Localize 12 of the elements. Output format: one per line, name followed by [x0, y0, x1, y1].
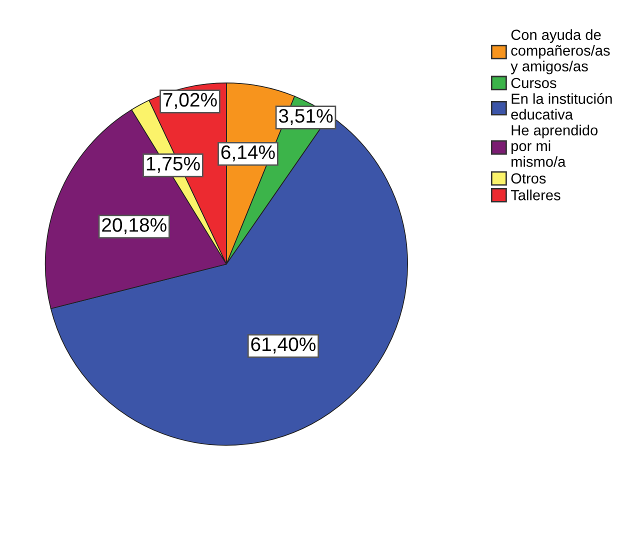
legend-label: En la institución educativa: [511, 93, 612, 120]
data-label: 3,51%: [278, 108, 333, 126]
legend-label: He aprendido por mi mismo/a: [512, 124, 598, 167]
data-label: 7,02%: [163, 92, 217, 110]
data-label: 6,14%: [221, 145, 275, 162]
legend-label: Con ayuda de compañeros/as y amigos/as: [510, 29, 610, 74]
data-label: 1,75%: [146, 156, 200, 173]
legend-label: Cursos: [511, 78, 556, 88]
data-label: 20,18%: [102, 218, 166, 234]
data-label: 61,40%: [251, 337, 316, 354]
legend-label: Talleres: [510, 190, 560, 200]
legend-label: Otros: [511, 173, 546, 184]
